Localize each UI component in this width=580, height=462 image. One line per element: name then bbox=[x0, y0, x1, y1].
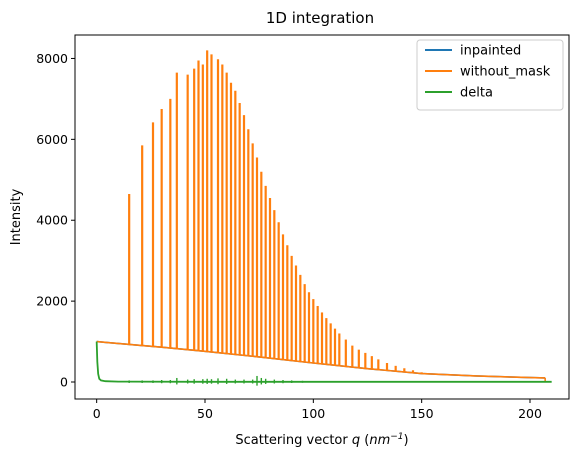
legend-box bbox=[416, 39, 564, 111]
chart-title: 1D integration bbox=[266, 9, 374, 27]
x-axis-label-unit-close: ) bbox=[404, 433, 409, 448]
y-tick-label: 4000 bbox=[36, 213, 68, 228]
x-axis-label-unit-open: ( bbox=[360, 433, 369, 448]
y-axis-label: Intensity bbox=[9, 188, 24, 245]
x-tick-label: 0 bbox=[93, 406, 101, 421]
plot-data bbox=[95, 50, 552, 386]
y-tick-label: 6000 bbox=[36, 132, 68, 147]
x-tick-label: 100 bbox=[301, 406, 325, 421]
delta-line bbox=[95, 341, 552, 383]
y-axis-ticks: 0 2000 4000 6000 8000 bbox=[36, 51, 75, 390]
y-tick-label: 0 bbox=[60, 375, 68, 390]
y-tick-label: 8000 bbox=[36, 51, 68, 66]
x-axis-label-unit: nm bbox=[369, 433, 390, 448]
x-axis-label: Scattering vector q (nm−1) bbox=[235, 432, 408, 448]
x-axis-label-unit-exponent: −1 bbox=[390, 432, 403, 442]
plot-frame bbox=[74, 34, 570, 400]
x-tick-label: 50 bbox=[197, 406, 213, 421]
legend-label: inpainted bbox=[460, 44, 521, 59]
x-axis-label-variable: q bbox=[352, 433, 360, 448]
x-tick-label: 200 bbox=[518, 406, 542, 421]
x-axis-label-prefix: Scattering vector bbox=[235, 433, 352, 448]
y-tick-label: 2000 bbox=[36, 294, 68, 309]
legend-label: without_mask bbox=[460, 65, 551, 80]
legend-label: delta bbox=[460, 86, 493, 101]
x-axis-ticks: 0 50 100 150 200 bbox=[93, 399, 542, 421]
x-tick-label: 150 bbox=[410, 406, 434, 421]
